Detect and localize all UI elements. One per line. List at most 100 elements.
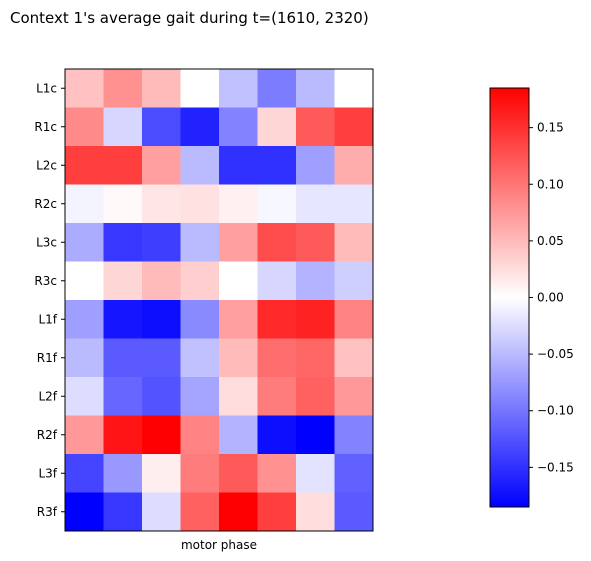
row-tick-labels: L1c R1c L2c R2c L3c R3c L1f R1f L2f R2f L3f R3f: [34, 81, 65, 519]
heatmap-cell: [180, 261, 220, 301]
heatmap-cell: [180, 338, 220, 378]
heatmap-cell: [334, 338, 374, 378]
heatmap-cell: [257, 261, 297, 301]
heatmap-cell: [142, 338, 181, 378]
colorbar-ticks: −0.15 −0.10 −0.05 0.00 0.05 0.10 0.15: [529, 121, 574, 474]
heatmap-cell: [142, 261, 181, 301]
heatmap-cell: [334, 69, 374, 108]
heatmap-cell: [334, 454, 374, 493]
heatmap-cell: [65, 300, 104, 339]
heatmap-cell: [334, 492, 374, 532]
heatmap-cell: [257, 146, 297, 185]
row-tick-label: L1f: [38, 312, 57, 326]
row-tick-label: R1c: [34, 120, 57, 134]
row-tick-label: R3c: [34, 274, 57, 288]
heatmap-cell: [334, 415, 374, 455]
heatmap-cell: [180, 223, 220, 262]
colorbar-tick-label: 0.15: [537, 121, 564, 135]
heatmap-cell: [219, 300, 258, 339]
heatmap-cell: [65, 184, 104, 224]
heatmap-cell: [65, 415, 104, 455]
heatmap-cell: [65, 377, 104, 416]
colorbar-tick-label: 0.00: [537, 291, 564, 305]
heatmap-cell: [142, 300, 181, 339]
heatmap-cell: [142, 107, 181, 147]
heatmap-cell: [334, 107, 374, 147]
heatmap-cell: [296, 338, 335, 378]
heatmap-cell: [65, 261, 104, 301]
heatmap-cell: [103, 223, 143, 262]
heatmap-cell: [103, 338, 143, 378]
heatmap-cell: [180, 300, 220, 339]
heatmap-cell: [142, 454, 181, 493]
heatmap-cell: [257, 415, 297, 455]
heatmap-cell: [334, 377, 374, 416]
heatmap-cell: [103, 107, 143, 147]
row-tick-label: R2f: [37, 428, 58, 442]
heatmap-cell: [219, 377, 258, 416]
row-tick-label: L2f: [38, 389, 57, 403]
heatmap-cell: [180, 146, 220, 185]
heatmap-cell: [103, 300, 143, 339]
heatmap-cell: [142, 377, 181, 416]
colorbar-tick-label: 0.10: [537, 177, 564, 191]
heatmap-cell: [219, 107, 258, 147]
row-tick-label: L3c: [36, 235, 57, 249]
heatmap-cell: [257, 338, 297, 378]
colorbar-tick-label: 0.05: [537, 234, 564, 248]
row-tick-label: R1f: [37, 351, 58, 365]
heatmap-cell: [180, 377, 220, 416]
heatmap-cell: [296, 184, 335, 224]
heatmap-cell: [219, 454, 258, 493]
heatmap-cell: [180, 415, 220, 455]
heatmap-cell: [296, 223, 335, 262]
heatmap-cell: [65, 146, 104, 185]
heatmap-cell: [334, 146, 374, 185]
heatmap-cell: [219, 261, 258, 301]
heatmap-cell: [219, 492, 258, 532]
heatmap-cell: [142, 184, 181, 224]
heatmap-cell: [65, 69, 104, 108]
heatmap-cell: [180, 184, 220, 224]
heatmap-cell: [296, 415, 335, 455]
colorbar-tick-label: −0.15: [537, 460, 574, 474]
heatmap-cell: [142, 146, 181, 185]
heatmap-cell: [296, 377, 335, 416]
heatmap-cell: [334, 300, 374, 339]
heatmap-cell: [334, 184, 374, 224]
heatmap-cell: [257, 223, 297, 262]
x-axis-label: motor phase: [181, 538, 257, 552]
row-tick-label: L2c: [36, 158, 57, 172]
colorbar-tick-label: −0.05: [537, 347, 574, 361]
colorbar: [489, 87, 530, 508]
heatmap-cell: [219, 223, 258, 262]
heatmap-cell: [334, 223, 374, 262]
heatmap-cell: [296, 300, 335, 339]
heatmap-cell: [219, 146, 258, 185]
heatmap-cell: [180, 492, 220, 532]
heatmap-cell: [219, 69, 258, 108]
heatmap-cell: [65, 107, 104, 147]
heatmap-cell: [257, 300, 297, 339]
heatmap-cell: [180, 69, 220, 108]
heatmap-cell: [103, 492, 143, 532]
heatmap-cell: [257, 107, 297, 147]
heatmap-cell: [296, 146, 335, 185]
heatmap-cell: [180, 454, 220, 493]
row-tick-label: L1c: [36, 81, 57, 95]
heatmap-cell: [142, 223, 181, 262]
heatmap-cell: [257, 377, 297, 416]
heatmap-cell: [219, 184, 258, 224]
heatmap-cell: [257, 454, 297, 493]
heatmap-cell: [103, 261, 143, 301]
heatmap-cell: [296, 492, 335, 532]
heatmap-cell: [65, 223, 104, 262]
heatmap-cell: [296, 261, 335, 301]
heatmap-cell: [103, 69, 143, 108]
heatmap-cell: [296, 69, 335, 108]
heatmap-cell: [219, 415, 258, 455]
row-tick-label: R3f: [37, 505, 58, 519]
heatmap-cell: [103, 146, 143, 185]
heatmap-cells: [65, 69, 374, 532]
